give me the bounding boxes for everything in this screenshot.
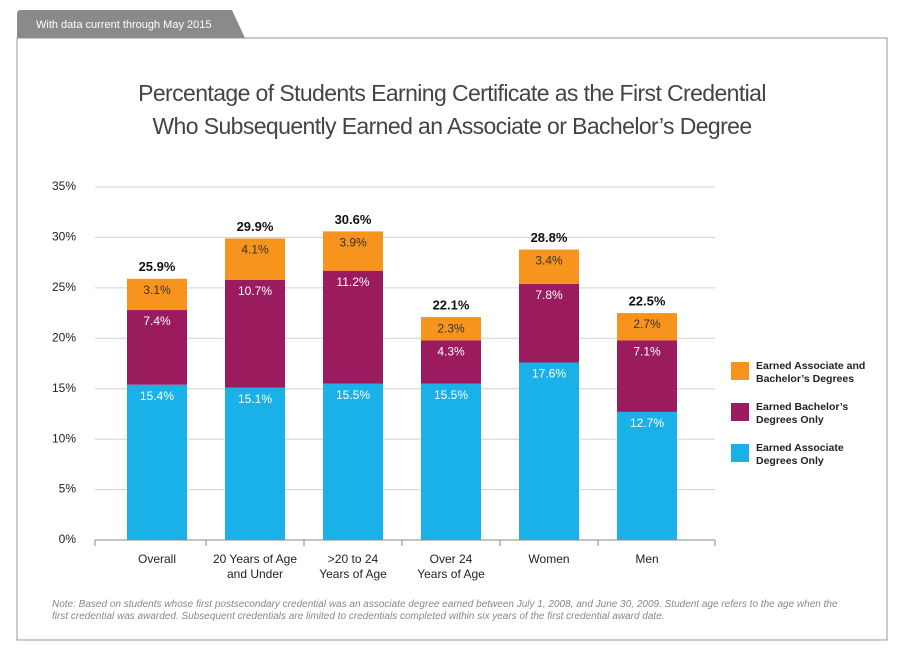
x-tick-label: 20 Years of Age and Under (213, 552, 297, 581)
value-label: 17.6% (532, 367, 566, 381)
y-tick-label: 35% (52, 179, 76, 193)
y-tick-label: 30% (52, 230, 76, 244)
frame (16, 37, 888, 641)
bar-segment (225, 387, 285, 540)
header-tab-text: With data current through May 2015 (36, 19, 211, 31)
legend-swatch (731, 403, 749, 421)
bar-segment (617, 313, 677, 341)
y-tick-label: 20% (52, 330, 76, 344)
value-label: 3.4% (535, 254, 563, 268)
bar-segment (421, 383, 481, 540)
bar-segment (519, 283, 579, 363)
y-tick-label: 15% (52, 381, 76, 395)
legend-label: Earned Associate and Bachelor’s Degrees (756, 360, 865, 385)
legend-swatch (731, 362, 749, 380)
total-label: 25.9% (139, 259, 176, 274)
total-label: 22.1% (433, 298, 470, 313)
y-tick-label: 5% (59, 482, 77, 496)
bar-segment (617, 340, 677, 412)
value-label: 4.1% (241, 243, 269, 257)
total-label: 30.6% (335, 212, 372, 227)
x-tick-label: Men (635, 552, 658, 566)
value-label: 7.1% (633, 344, 661, 358)
bar-segment (225, 238, 285, 280)
value-label: 7.4% (143, 314, 171, 328)
x-tick-label: Over 24 Years of Age (417, 552, 485, 581)
value-label: 15.5% (434, 388, 468, 402)
value-label: 3.1% (143, 283, 171, 297)
bar-segment (225, 279, 285, 388)
value-label: 2.7% (633, 317, 661, 331)
bar-segment (519, 249, 579, 284)
bar-segment (421, 340, 481, 384)
bar-segment (519, 362, 579, 540)
value-label: 2.3% (437, 321, 465, 335)
bar-segment (127, 384, 187, 540)
y-tick-label: 0% (59, 532, 77, 546)
value-label: 3.9% (339, 236, 367, 250)
y-tick-label: 25% (52, 280, 76, 294)
chart-title: Percentage of Students Earning Certifica… (138, 80, 766, 139)
bar-segment (323, 231, 383, 271)
bar-segment (127, 310, 187, 385)
total-label: 28.8% (531, 230, 568, 245)
legend-label: Earned Bachelor’s Degrees Only (756, 401, 848, 426)
bar-segment (421, 317, 481, 341)
value-label: 15.1% (238, 392, 272, 406)
header-tab (17, 10, 245, 38)
total-label: 29.9% (237, 219, 274, 234)
x-tick-label: Overall (138, 552, 176, 566)
total-label: 22.5% (629, 294, 666, 309)
value-label: 15.4% (140, 389, 174, 403)
y-tick-label: 10% (52, 431, 76, 445)
bar-segment (323, 383, 383, 540)
note: Note: Based on students whose first post… (52, 599, 838, 622)
x-tick-label: Women (528, 552, 569, 566)
value-label: 4.3% (437, 344, 465, 358)
value-label: 11.2% (336, 275, 369, 289)
bar-segment (127, 278, 187, 311)
bar-segment (323, 270, 383, 384)
x-tick-label: >20 to 24 Years of Age (319, 552, 387, 581)
bar-segment (617, 411, 677, 540)
legend-label: Earned Associate Degrees Only (756, 442, 844, 467)
value-label: 7.8% (535, 288, 563, 302)
value-label: 15.5% (336, 388, 370, 402)
legend-swatch (731, 444, 749, 462)
value-label: 12.7% (630, 416, 664, 430)
value-label: 10.7% (238, 284, 272, 298)
